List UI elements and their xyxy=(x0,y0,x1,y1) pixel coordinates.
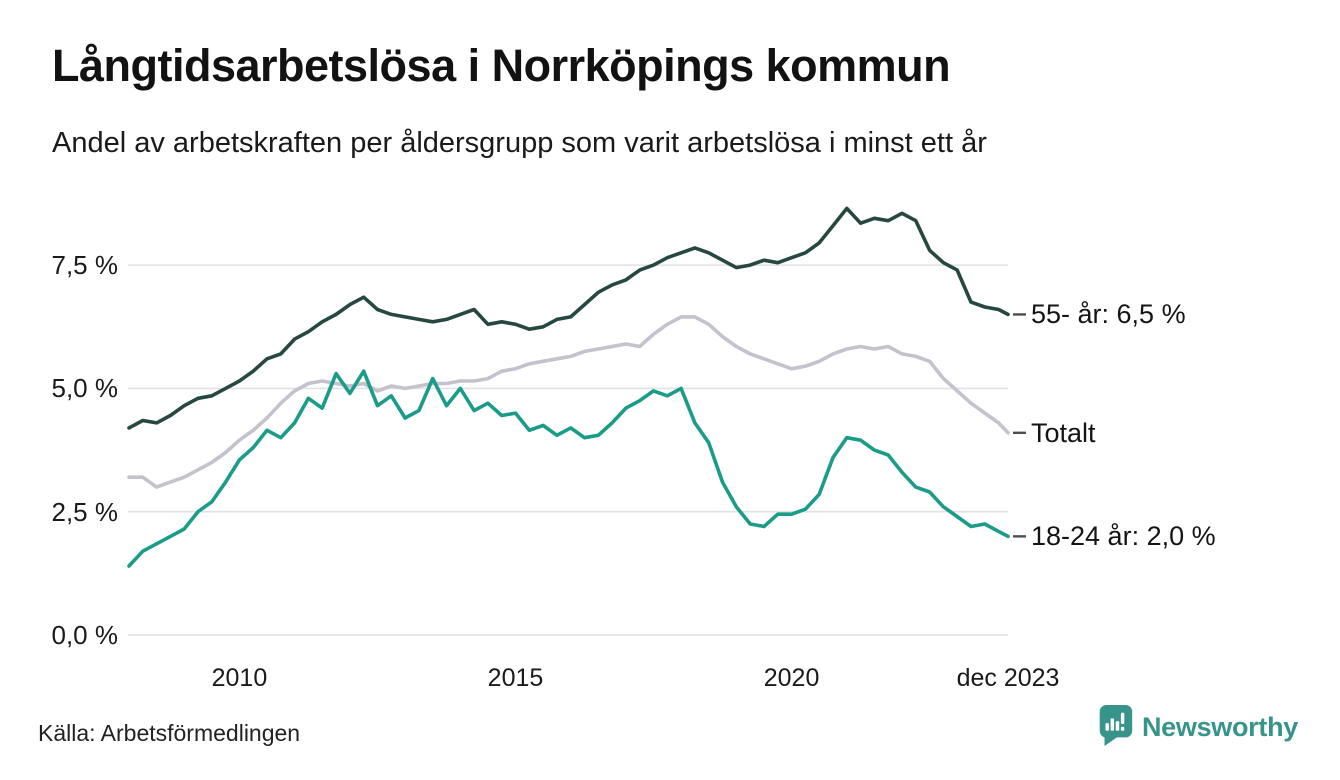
chart-subtitle: Andel av arbetskraften per åldersgrupp s… xyxy=(52,127,987,159)
y-axis-tick-label: 5,0 % xyxy=(51,373,119,404)
x-axis-tick-label: dec 2023 xyxy=(956,664,1060,692)
y-axis-tick-label: 7,5 % xyxy=(51,250,119,281)
x-axis-tick-label: 2015 xyxy=(487,664,544,692)
x-axis-tick-label: 2010 xyxy=(211,664,268,692)
x-axis-tick-label: 2020 xyxy=(763,664,820,692)
series-line-55plus xyxy=(127,206,1010,430)
series-end-label-18-24: 18-24 år: 2,0 % xyxy=(1031,521,1216,552)
newsworthy-wordmark: Newsworthy xyxy=(1141,712,1298,742)
series-line-totalt xyxy=(127,315,1010,489)
source-attribution: Källa: Arbetsförmedlingen xyxy=(38,720,301,746)
newsworthy-logo[interactable]: Newsworthy xyxy=(1097,704,1298,751)
series-end-label-55plus: 55- år: 6,5 % xyxy=(1031,299,1186,330)
series-line-18-24 xyxy=(127,369,1010,568)
y-axis-tick-label: 2,5 % xyxy=(51,496,119,527)
page-title: Långtidsarbetslösa i Norrköpings kommun xyxy=(52,40,951,91)
y-axis-tick-label: 0,0 % xyxy=(51,620,119,650)
series-end-label-totalt: Totalt xyxy=(1031,417,1096,448)
newsworthy-speech-bubble-bar-chart-icon xyxy=(1097,704,1133,751)
